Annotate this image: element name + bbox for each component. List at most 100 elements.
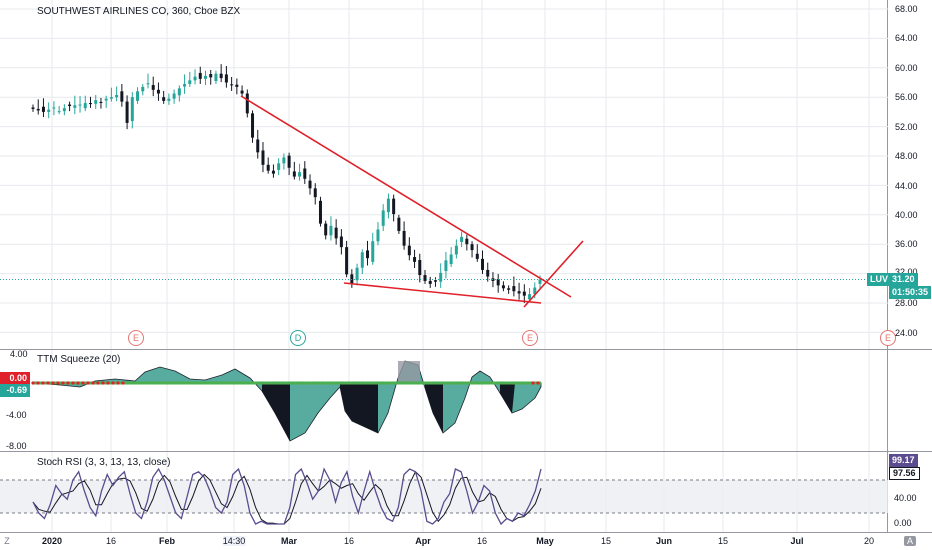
squeeze-chart-svg[interactable]: [0, 350, 888, 451]
candle: [271, 170, 275, 174]
squeeze-dot: [36, 381, 40, 385]
candle: [73, 105, 77, 108]
price-plot-area[interactable]: SOUTHWEST AIRLINES CO, 360, Cboe BZX E D…: [0, 0, 896, 349]
event-dividend-icon[interactable]: D: [290, 330, 306, 346]
candle: [136, 91, 140, 101]
candle: [392, 198, 396, 215]
time-axis[interactable]: Z 2020 16 Feb 14:30 Mar 16 Apr 16 May 15…: [0, 532, 932, 550]
squeeze-dot: [146, 381, 150, 385]
candle: [88, 103, 92, 105]
candle: [240, 90, 244, 94]
candle: [256, 139, 260, 153]
squeeze-dot: [126, 381, 130, 385]
event-earnings-icon[interactable]: E: [128, 330, 144, 346]
candle: [371, 241, 375, 262]
candle: [287, 155, 291, 168]
squeeze-dot: [316, 381, 320, 385]
price-scale[interactable]: 68.00 64.00 60.00 56.00 52.00 48.00 44.0…: [888, 0, 932, 349]
candle: [57, 111, 61, 113]
stoch-d-line: [32, 470, 542, 525]
squeeze-dot: [76, 381, 80, 385]
candle: [156, 89, 160, 94]
candle: [219, 73, 223, 79]
candle: [318, 200, 322, 224]
event-earnings-icon[interactable]: E: [880, 330, 896, 346]
bar-countdown-badge: 01:50:35: [889, 286, 932, 299]
candle: [125, 101, 129, 123]
squeeze-dot: [191, 381, 195, 385]
candle: [501, 285, 505, 289]
candle: [230, 84, 234, 86]
candle: [454, 245, 458, 255]
squeeze-dot: [471, 381, 475, 385]
squeeze-dot: [391, 381, 395, 385]
stoch-scale[interactable]: 40.00 0.00: [888, 452, 932, 532]
momentum-histogram-dark: [425, 383, 443, 433]
price-pane[interactable]: SOUTHWEST AIRLINES CO, 360, Cboe BZX E D…: [0, 0, 932, 350]
squeeze-dot: [196, 381, 200, 385]
corner-z-button[interactable]: Z: [4, 536, 10, 546]
price-tick: 24.00: [895, 328, 918, 338]
candle: [36, 108, 40, 111]
squeeze-dot: [376, 381, 380, 385]
squeeze-pane[interactable]: TTM Squeeze (20) 4.00 -4.00 -8.00 0.00 -…: [0, 350, 932, 452]
candle: [433, 280, 437, 282]
candle: [528, 294, 532, 300]
stoch-chart-svg[interactable]: [0, 452, 888, 532]
price-tick: 32.00: [895, 267, 918, 277]
candle: [345, 247, 349, 275]
candle: [486, 269, 490, 277]
price-chart-svg[interactable]: [0, 0, 888, 349]
squeeze-dot: [91, 381, 95, 385]
squeeze-dot: [281, 381, 285, 385]
candle: [470, 244, 474, 251]
stoch-plot-area[interactable]: Stoch RSI (3, 3, 13, 13, close): [0, 452, 888, 532]
auto-scale-button[interactable]: A: [903, 536, 917, 546]
price-tick: 64.00: [895, 33, 918, 43]
candle: [193, 76, 197, 81]
squeeze-dot: [31, 381, 35, 385]
squeeze-dot: [476, 381, 480, 385]
momentum-histogram-gray: [398, 361, 420, 383]
squeeze-dot: [501, 381, 505, 385]
candle: [397, 217, 401, 231]
squeeze-dot: [241, 381, 245, 385]
squeeze-dot: [286, 381, 290, 385]
squeeze-dot: [131, 381, 135, 385]
stoch-pane[interactable]: Stoch RSI (3, 3, 13, 13, close) 40.00 0.…: [0, 452, 932, 533]
candle: [31, 107, 35, 109]
candle: [261, 150, 265, 165]
candle: [141, 86, 145, 92]
candle: [235, 84, 239, 87]
candle: [522, 291, 526, 296]
squeeze-plot-area[interactable]: TTM Squeeze (20) 4.00 -4.00 -8.00 0.00 -…: [0, 350, 888, 451]
squeeze-dot: [331, 381, 335, 385]
squeeze-dot: [171, 381, 175, 385]
event-earnings-icon[interactable]: E: [522, 330, 538, 346]
time-tick: 16: [343, 536, 355, 546]
candle: [109, 97, 113, 99]
candle: [277, 163, 281, 170]
squeeze-dot: [361, 381, 365, 385]
squeeze-dot: [56, 381, 60, 385]
squeeze-dot: [116, 381, 120, 385]
candle: [62, 108, 66, 112]
squeeze-dot: [186, 381, 190, 385]
candle: [52, 107, 56, 109]
time-tick: Jul: [790, 536, 804, 546]
ticker-badge: LUV: [867, 273, 891, 286]
candle: [507, 288, 511, 290]
candle: [313, 188, 317, 198]
time-tick: Mar: [280, 536, 298, 546]
squeeze-dot: [246, 381, 250, 385]
candle: [224, 74, 228, 83]
squeeze-dot: [216, 381, 220, 385]
candle: [355, 267, 359, 281]
squeeze-dot: [426, 381, 430, 385]
squeeze-dot: [481, 381, 485, 385]
squeeze-dot: [436, 381, 440, 385]
squeeze-dot: [221, 381, 225, 385]
squeeze-dot: [101, 381, 105, 385]
squeeze-tick: -4.00: [6, 410, 27, 420]
candle: [360, 252, 364, 268]
